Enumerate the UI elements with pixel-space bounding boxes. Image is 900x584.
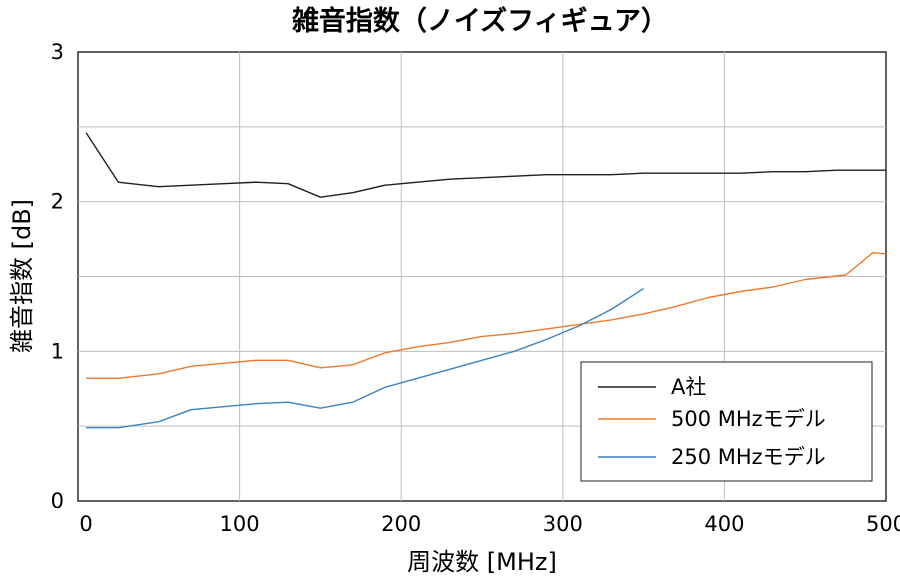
y-tick-label: 3	[51, 40, 64, 64]
x-tick-label: 300	[543, 512, 583, 536]
legend-label: 250 MHzモデル	[671, 445, 826, 469]
y-tick-label: 2	[51, 190, 64, 214]
legend-label: A社	[671, 375, 706, 399]
x-tick-label: 500	[866, 512, 900, 536]
y-axis-label: 雑音指数 [dB]	[8, 199, 36, 353]
legend: A社 500 MHzモデル 250 MHzモデル	[580, 361, 873, 482]
series-line-3	[86, 287, 644, 429]
x-tick-label: 100	[220, 512, 260, 536]
x-axis-label: 周波数 [MHz]	[407, 548, 557, 576]
series-lines	[85, 132, 887, 429]
chart-title: 雑音指数（ノイズフィギュア）	[291, 5, 668, 37]
x-tick-label: 200	[381, 512, 421, 536]
y-tick-label: 0	[51, 489, 64, 513]
series-line-1	[85, 132, 886, 198]
x-tick-label: 0	[79, 512, 92, 536]
legend-label: 500 MHzモデル	[671, 407, 826, 431]
series-line-2	[86, 251, 887, 379]
tick-labels: 0 100 200 300 400 500 0 1 2 3	[51, 40, 900, 536]
legend-box	[580, 361, 873, 482]
x-tick-label: 400	[704, 512, 744, 536]
y-tick-label: 1	[51, 339, 64, 363]
